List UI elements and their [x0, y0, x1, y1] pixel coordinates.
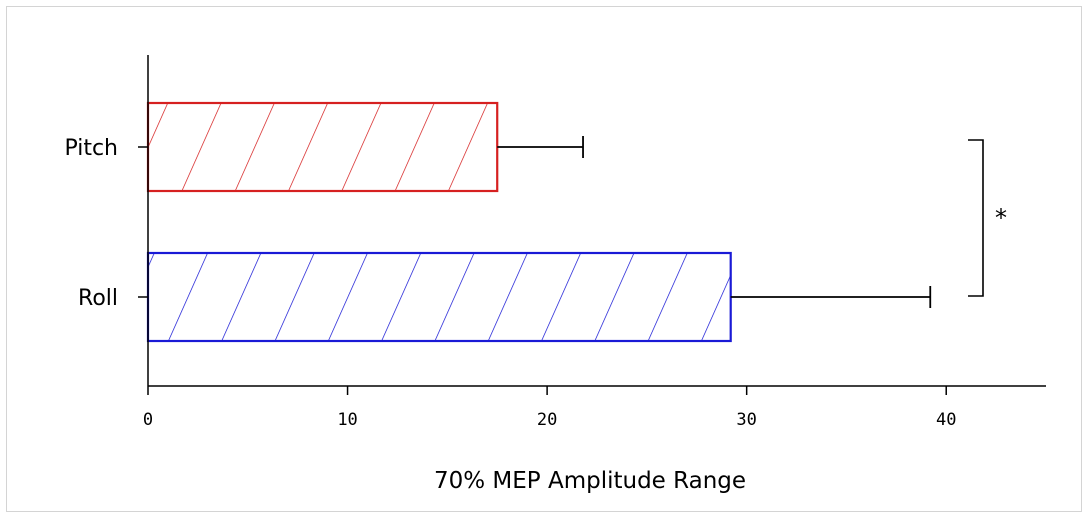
bar-pitch	[146, 101, 499, 193]
x-tick-label: 10	[337, 410, 357, 430]
error-bar-pitch	[497, 136, 584, 158]
x-tick-label: 30	[736, 410, 756, 430]
bar-hatch	[148, 103, 498, 191]
error-bar-roll	[730, 286, 932, 308]
x-tick-label: 0	[143, 410, 153, 430]
bar-roll	[146, 251, 732, 343]
significance-label: *	[995, 204, 1007, 232]
significance-bracket	[968, 139, 984, 297]
x-tick-label: 40	[936, 410, 956, 430]
y-tick-label: Pitch	[64, 136, 118, 161]
bar-hatch	[148, 253, 731, 341]
x-axis-title: 70% MEP Amplitude Range	[434, 468, 746, 494]
y-tick-label: Roll	[78, 286, 118, 311]
x-tick-label: 20	[537, 410, 557, 430]
